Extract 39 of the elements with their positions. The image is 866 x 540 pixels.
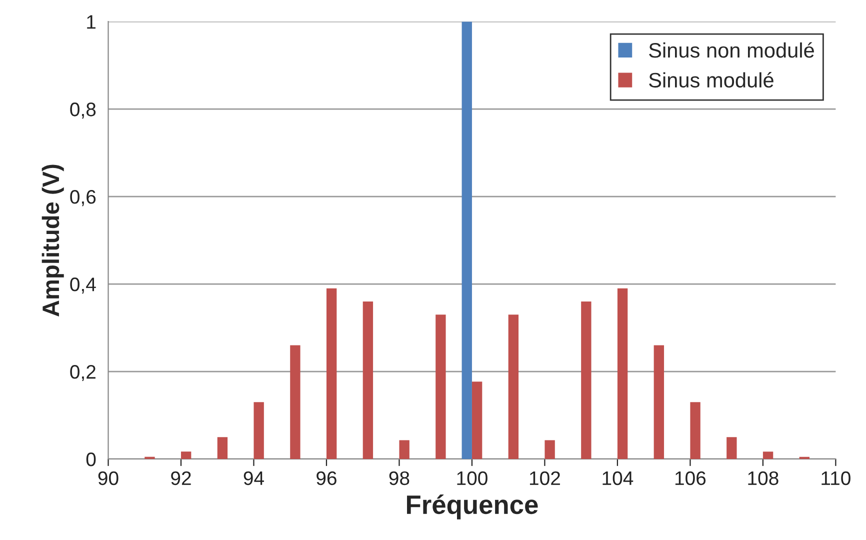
bar xyxy=(180,452,192,459)
x-tick-label: 106 xyxy=(675,471,706,486)
x-tick-label: 92 xyxy=(171,471,191,486)
bar xyxy=(726,437,737,459)
bar xyxy=(290,345,300,459)
y-tick-label: 0,2 xyxy=(70,364,96,382)
bar xyxy=(544,440,555,459)
legend-label: Sinus non modulé xyxy=(649,42,814,58)
bar xyxy=(362,302,374,459)
bar xyxy=(762,452,774,459)
x-tick-label: 108 xyxy=(748,471,778,486)
x-tick-label: 90 xyxy=(98,471,118,486)
x-axis-title: Fréquence xyxy=(407,494,538,520)
x-tick-label: 110 xyxy=(822,471,850,486)
bar xyxy=(581,302,592,459)
y-tick-label: 0,4 xyxy=(70,278,96,294)
x-tick-label: 102 xyxy=(530,471,560,486)
bar xyxy=(472,382,482,459)
bar xyxy=(690,402,700,459)
bar xyxy=(617,288,628,459)
bar xyxy=(436,314,446,459)
x-tick-label: 104 xyxy=(602,471,634,486)
y-tick-label: 0,6 xyxy=(70,190,96,206)
x-tick-label: 100 xyxy=(457,471,488,486)
x-tick-label: 96 xyxy=(316,471,336,486)
bar xyxy=(326,288,337,459)
bar xyxy=(217,437,228,459)
bar xyxy=(254,402,264,459)
y-tick-label: 0,8 xyxy=(70,102,96,119)
y-tick-label: 0 xyxy=(86,452,96,466)
x-tick-label: 98 xyxy=(389,471,410,486)
bar xyxy=(654,345,664,459)
bar xyxy=(508,314,519,459)
y-axis-title: Amplitude (V) xyxy=(42,164,64,316)
y-tick-label: 1 xyxy=(87,15,96,29)
bar xyxy=(399,440,410,459)
x-tick-label: 94 xyxy=(244,471,264,486)
legend-label: Sinus modulé xyxy=(649,72,774,88)
bar xyxy=(462,22,472,459)
